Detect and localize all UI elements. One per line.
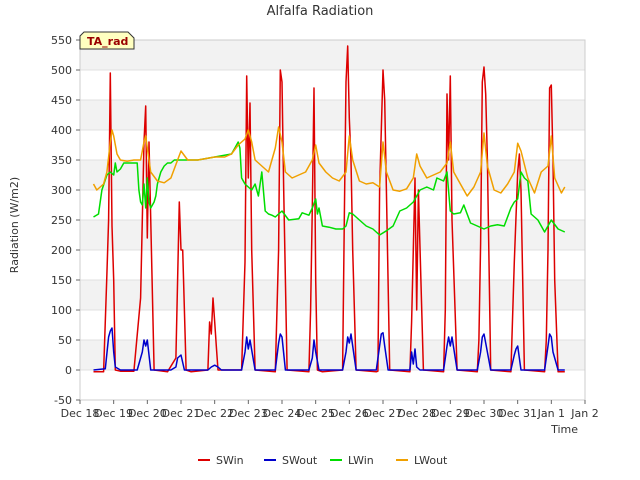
y-tick-label: 350 [51,154,72,167]
x-tick-label: Jan 1 [537,407,565,420]
x-tick-label: Dec 19 [94,407,133,420]
y-tick-label: 100 [51,304,72,317]
y-tick-label: 200 [51,244,72,257]
y-tick-label: -50 [54,394,72,407]
ta-rad-badge: TA_rad [79,31,135,50]
legend: SWin SWout LWin LWout [198,454,448,467]
y-tick-label: 550 [51,34,72,47]
badge-box [79,31,135,50]
grid-band [80,70,585,100]
grid-band [80,310,585,340]
x-tick-label: Dec 24 [263,407,302,420]
x-tick-label: Dec 26 [330,407,369,420]
series-line-lwin [93,141,566,236]
grid-band [80,100,585,130]
grid-bands [80,40,585,400]
y-tick-label: 400 [51,124,72,137]
series-line-lwout [92,126,566,197]
x-tick-label: Dec 28 [397,407,436,420]
y-tick-labels: -50 0 50 100 150 200 250 300 350 400 450 500 550 [51,34,80,407]
grid-band [80,340,585,370]
series-line-swin [93,45,565,373]
series-lines [92,45,566,373]
x-tick-label: Dec 18 [61,407,100,420]
x-tick-label: Dec 20 [128,407,167,420]
x-tick-label: Dec 30 [465,407,504,420]
y-tick-label: 450 [51,94,72,107]
y-tick-label: 300 [51,184,72,197]
x-tick-label: Dec 27 [364,407,403,420]
y-tick-label: 0 [65,364,72,377]
legend-label-swin: SWin [216,454,244,467]
grid-band [80,160,585,190]
x-tick-label: Jan 2 [570,407,598,420]
x-tick-label: Dec 21 [162,407,201,420]
legend-label-lwout: LWout [414,454,448,467]
grid-band [80,190,585,220]
grid-band [80,370,585,400]
y-tick-label: 50 [58,334,72,347]
x-tick-label: Dec 29 [431,407,470,420]
x-axis-label: Time [550,423,578,436]
grid-band [80,130,585,160]
chart-title: Alfalfa Radiation [267,4,374,19]
x-tick-label: Dec 23 [229,407,268,420]
y-axis-label: Radiation (W/m2) [8,177,21,273]
y-tick-label: 500 [51,64,72,77]
grid-band [80,280,585,310]
x-tick-label: Dec 22 [195,407,234,420]
grid-band [80,220,585,250]
y-tick-label: 150 [51,274,72,287]
x-tick-label: Dec 25 [296,407,335,420]
legend-label-swout: SWout [282,454,318,467]
series-line-swout [93,327,565,371]
grid-band [80,250,585,280]
grid-band [80,40,585,70]
y-tick-label: 250 [51,214,72,227]
legend-label-lwin: LWin [348,454,374,467]
badge-label: TA_rad [87,35,128,48]
x-tick-label: Dec 31 [498,407,537,420]
